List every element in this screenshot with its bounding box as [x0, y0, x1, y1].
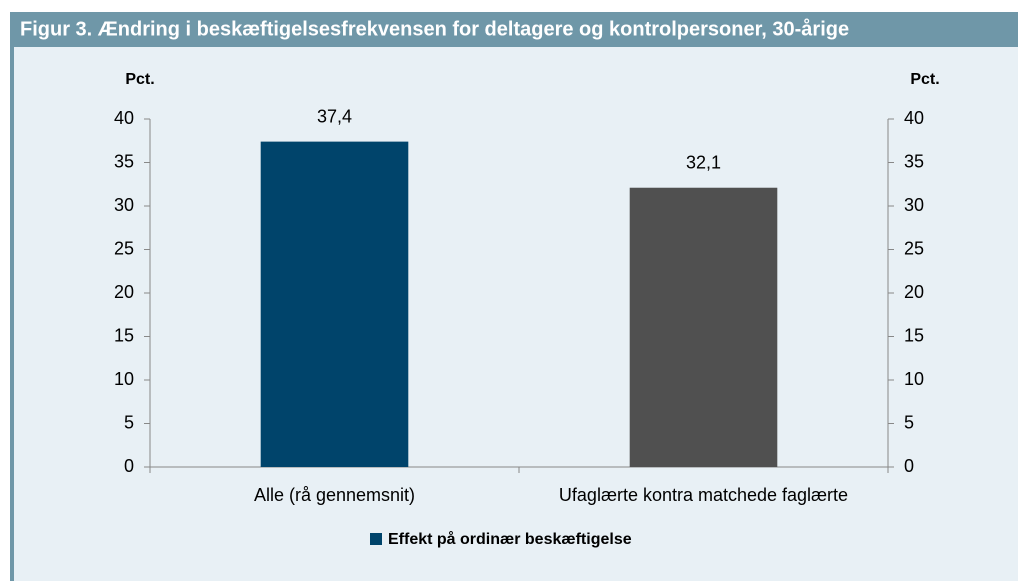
y-tick-label: 30 — [114, 195, 134, 215]
y2-tick-label: 40 — [904, 108, 924, 128]
y-tick-label: 40 — [114, 108, 134, 128]
y2-tick-label: 15 — [904, 325, 924, 345]
y2-tick-label: 25 — [904, 238, 924, 258]
y2-tick-label: 20 — [904, 282, 924, 302]
y2-tick-label: 5 — [904, 412, 914, 432]
x-tick-label: Ufaglærte kontra matchede faglærte — [559, 485, 848, 505]
y2-tick-label: 35 — [904, 151, 924, 171]
y-axis-label: Pct. — [125, 71, 154, 88]
legend-label: Effekt på ordinær beskæftigelse — [388, 530, 632, 548]
y2-tick-label: 10 — [904, 369, 924, 389]
chart-title: Figur 3. Ændring i beskæftigelsesfrekven… — [20, 17, 849, 40]
y2-tick-label: 30 — [904, 195, 924, 215]
panel-border — [10, 12, 14, 581]
y-tick-label: 20 — [114, 282, 134, 302]
value-label: 37,4 — [317, 106, 352, 126]
legend-swatch — [370, 533, 382, 545]
y2-tick-label: 0 — [904, 456, 914, 476]
value-label: 32,1 — [686, 152, 721, 172]
y-tick-label: 10 — [114, 369, 134, 389]
x-tick-label: Alle (rå gennemsnit) — [254, 485, 415, 505]
y2-axis-label: Pct. — [910, 71, 939, 88]
panel — [10, 12, 1018, 581]
y-tick-label: 5 — [124, 412, 134, 432]
title-bar — [10, 12, 1018, 47]
y-tick-label: 35 — [114, 151, 134, 171]
bar — [629, 187, 778, 468]
y-tick-label: 0 — [124, 456, 134, 476]
y-tick-label: 15 — [114, 325, 134, 345]
y-tick-label: 25 — [114, 238, 134, 258]
bar — [260, 141, 409, 467]
